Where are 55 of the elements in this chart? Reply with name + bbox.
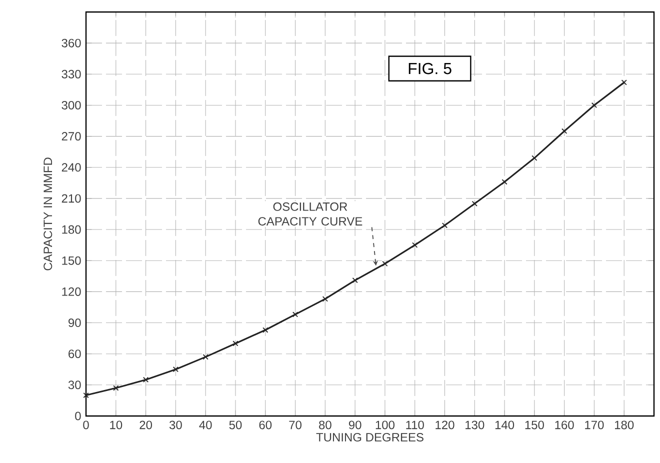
x-tick-label: 0 [83,420,89,430]
x-axis-title: TUNING DEGREES [316,433,424,442]
point [532,155,538,161]
point [621,80,627,86]
point [472,200,478,206]
point [232,340,238,346]
x-tick-label: 110 [406,420,424,430]
x-tick-label: 70 [289,420,302,430]
x-tick-label: 60 [259,420,272,430]
x-tick-label: 40 [199,420,212,430]
text: FIG. 5 [408,62,452,74]
point [262,327,268,333]
y-tick-label: 30 [68,380,81,390]
point [292,312,298,318]
x-tick-label: 150 [525,420,544,430]
x-tick-label: 120 [436,420,454,430]
x-tick-label: 50 [229,420,242,430]
annotation: OSCILLATOR CAPACITY CURVE [258,202,362,226]
point [502,179,508,185]
x-tick-label: 180 [615,420,634,430]
y-tick-label: 270 [62,132,81,141]
x-tick-label: 170 [585,420,604,430]
y-tick-label: 360 [62,38,81,48]
x-tick-label: 130 [466,420,484,430]
point [352,277,358,284]
point [412,242,418,248]
y-tick-label: 90 [68,318,81,328]
y-axis-title: CAPACITY IN MMFD [44,158,52,270]
y-tick-label: 300 [62,100,81,110]
y-tick-label: 330 [62,70,81,78]
point [561,128,568,134]
y-tick-label: 210 [62,194,81,203]
x-tick-label: 30 [169,420,182,430]
y-tick-label: 150 [62,256,81,265]
y-tick-label: 60 [68,350,81,358]
point [322,296,328,302]
y-tick-label: 0 [75,412,81,420]
point [142,376,149,383]
x-tick-label: 160 [555,420,574,430]
point [202,354,208,360]
point [442,222,448,228]
y-tick-label: 120 [62,287,81,296]
point [382,260,388,267]
x-tick-label: 140 [495,420,514,430]
x-tick-label: 80 [319,420,332,430]
point [83,392,89,398]
x-tick-label: 10 [110,420,122,430]
point [591,102,598,108]
x-tick-label: 20 [140,420,152,430]
x-tick-label: 100 [376,420,394,430]
y-tick-label: 180 [62,225,81,234]
point [172,366,179,372]
x-tick-label: 90 [348,420,362,430]
point [113,385,119,391]
y-tick-label: 240 [62,163,81,172]
